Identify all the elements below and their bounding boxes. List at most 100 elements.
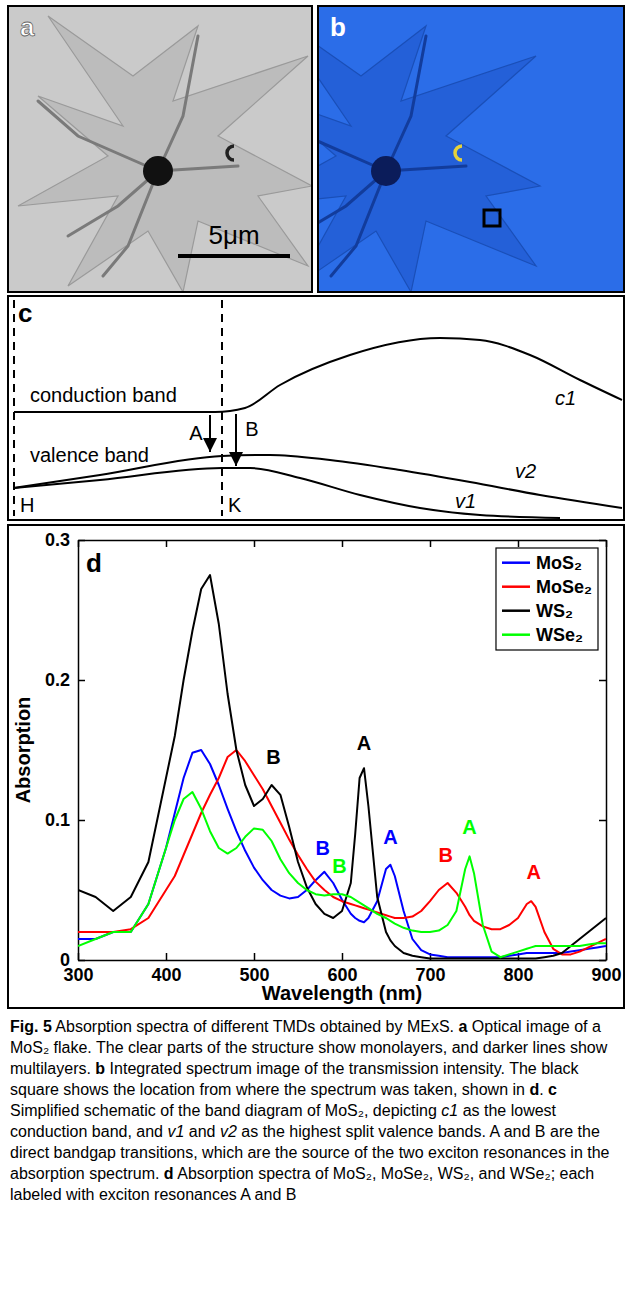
panel-border [8, 296, 624, 520]
axis [599, 541, 607, 961]
k-point-label: K [228, 494, 242, 516]
tick-label: 900 [591, 965, 621, 985]
tick-label: 800 [503, 965, 533, 985]
tick [599, 540, 606, 541]
tick-mark [599, 540, 606, 542]
peak-label: A [383, 826, 397, 848]
tick-label: 0.3 [45, 530, 70, 550]
particle [143, 156, 173, 186]
scale-bar [178, 254, 290, 258]
panel-border [318, 6, 624, 292]
band-curve [14, 338, 622, 412]
legend-swatch [502, 633, 530, 636]
tick-mark [78, 820, 85, 822]
legend-item: MoSe₂ [502, 577, 592, 597]
caption-bold: c [548, 1081, 557, 1098]
peak-label: A [527, 861, 541, 883]
band-name: v1 [455, 490, 476, 512]
legend: MoS₂ MoSe₂ WS₂ WSe₂ [496, 548, 598, 650]
tick [78, 540, 79, 547]
panel-border [8, 525, 624, 1008]
caption-bold: d [164, 1165, 174, 1182]
figure: a5μmbcconduction bandvalence bandABHKc1v… [0, 0, 630, 1012]
flake-group [318, 16, 540, 292]
peak-label: B [315, 837, 329, 859]
caption-text: . [539, 1081, 548, 1098]
tick-mark [78, 960, 85, 962]
small-particle [455, 146, 462, 160]
transition-arrow [235, 414, 237, 466]
caption-italic: c1 [441, 1102, 458, 1119]
caption-italic: v1 [167, 1123, 184, 1140]
legend-swatch [502, 561, 530, 564]
tick-mark [599, 960, 606, 962]
tick [599, 680, 606, 681]
tick-mark [78, 540, 80, 547]
tick: 400 [151, 953, 181, 985]
caption-bold: Fig. 5 [10, 1018, 52, 1035]
band-label: conduction band [30, 384, 177, 406]
caption-text: Simplified schematic of the band diagram… [10, 1102, 441, 1119]
tick-mark [254, 953, 256, 960]
tick [599, 820, 606, 821]
tick: 0.2 [45, 670, 85, 690]
series-line [78, 792, 606, 957]
panel-b: b [246, 6, 624, 292]
caption: Fig. 5 Absorption spectra of different T… [10, 1016, 620, 1205]
axis-line [78, 541, 80, 961]
flake-group [18, 16, 312, 292]
image-background [8, 6, 312, 292]
legend-item: WSe₂ [502, 625, 583, 645]
x-axis-title: Wavelength (nm) [262, 982, 422, 1004]
legend-label: WSe₂ [536, 625, 583, 645]
symmetry-point-line [221, 300, 223, 516]
legend-swatch [502, 585, 530, 588]
tick-mark [599, 680, 606, 682]
multilayer-line [68, 171, 158, 236]
tick-label: 0 [60, 950, 70, 970]
caption-text: Absorption spectra of different TMDs obt… [52, 1018, 459, 1035]
panel-letter: b [330, 12, 346, 42]
tick-mark [254, 540, 256, 547]
annotations: BABABABA [266, 732, 541, 883]
multilayer-line [158, 36, 198, 171]
tick [518, 540, 519, 547]
scale-bar-label: 5μm [208, 220, 259, 250]
tick: 600 [327, 953, 357, 985]
tick [166, 540, 167, 547]
tick-mark [342, 540, 344, 547]
axis: 0 0.1 0.2 0.3 [45, 530, 85, 970]
micrograph [318, 6, 624, 292]
particle [371, 156, 401, 186]
multilayer-line [331, 171, 386, 276]
tick [254, 540, 255, 547]
tick: 0.1 [45, 810, 85, 830]
multilayer-line [103, 171, 158, 276]
tick-label: 0.1 [45, 810, 70, 830]
peak-label: B [332, 855, 346, 877]
caption-text: and [184, 1123, 220, 1140]
panel-c: cconduction bandvalence bandABHKc1v1v2 [8, 296, 624, 520]
peak-label: B [266, 746, 280, 768]
legend-label: MoSe₂ [536, 577, 592, 597]
panel-letter: a [20, 12, 35, 42]
band-label: valence band [30, 444, 149, 466]
tick [599, 960, 606, 961]
legend-swatch [502, 609, 530, 612]
symmetry-point-line [13, 300, 15, 516]
tick: 0 [60, 950, 85, 970]
legend-item: WS₂ [502, 601, 573, 621]
caption-bold: a [459, 1018, 468, 1035]
tick: 0.3 [45, 530, 85, 550]
caption-italic: v2 [220, 1123, 237, 1140]
band-curve [14, 468, 560, 518]
tick [430, 540, 431, 547]
legend-item: MoS₂ [502, 553, 582, 573]
tick-mark [166, 953, 168, 960]
transition-label: A [189, 422, 203, 444]
panel-letter: d [86, 548, 102, 578]
legend-label: MoS₂ [536, 553, 582, 573]
micrograph [8, 6, 312, 292]
tick-label: 0.2 [45, 670, 70, 690]
band-name: c1 [555, 387, 576, 409]
